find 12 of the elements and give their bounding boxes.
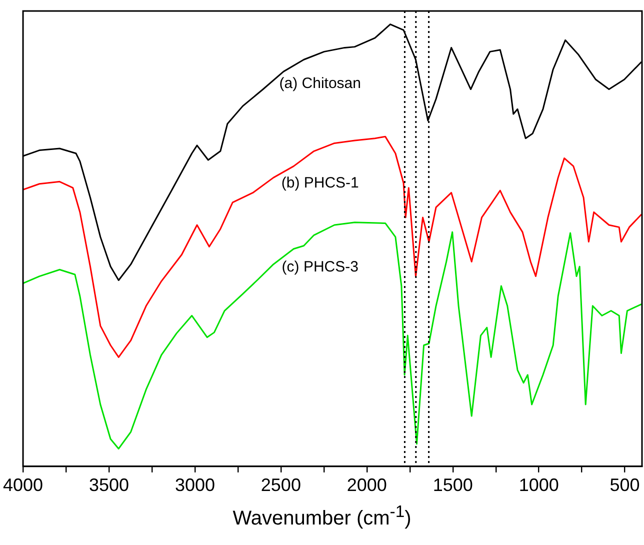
x-axis-title: Wavenumber (cm$^{-1}$) <box>232 502 412 531</box>
x-tick-label: 1500 <box>432 475 473 496</box>
x-tick-label: 3000 <box>174 475 215 496</box>
series-label: (a) Chitosan <box>279 74 361 92</box>
series-label: (b) PHCS-1 <box>281 174 359 192</box>
x-tick-label: 500 <box>610 475 640 496</box>
x-tick-label: 2500 <box>260 475 301 496</box>
x-tick-label: 3500 <box>88 475 130 496</box>
x-tick-label: 4000 <box>3 475 44 496</box>
x-tick-label: 2000 <box>346 475 387 496</box>
x-tick-label: 1000 <box>518 475 559 496</box>
series-label: (c) PHCS-3 <box>282 258 358 276</box>
